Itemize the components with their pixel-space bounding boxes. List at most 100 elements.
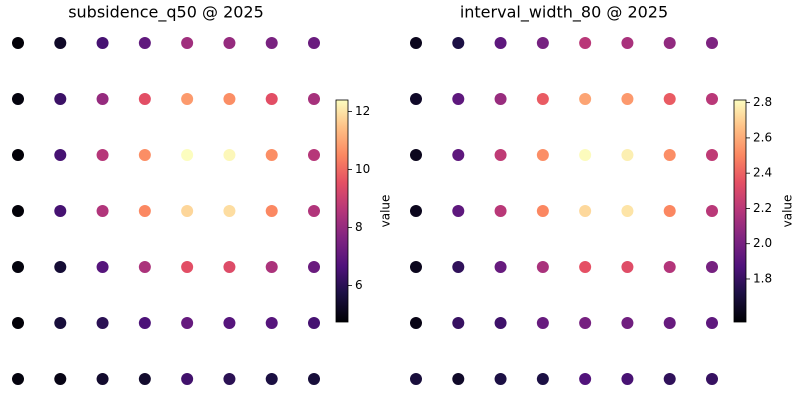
point (96, 149, 109, 161)
point (410, 37, 422, 49)
point (536, 373, 549, 385)
point (706, 373, 718, 385)
colorbar-tick-label: 2.0 (753, 236, 772, 250)
point (410, 317, 422, 329)
point (138, 93, 151, 105)
point (663, 149, 676, 161)
point (621, 373, 634, 385)
point (223, 93, 236, 105)
point (410, 261, 422, 273)
colorbar-label: value (781, 195, 795, 228)
point (452, 317, 465, 329)
point (536, 261, 549, 273)
point (536, 37, 549, 49)
point (579, 93, 592, 105)
point (621, 205, 634, 217)
colorbar-tick-label: 8 (355, 220, 363, 234)
point (96, 37, 109, 49)
colorbar-tick-label: 2.2 (753, 201, 772, 215)
point (579, 317, 592, 329)
colorbar-tick-label: 1.8 (753, 271, 772, 285)
point (621, 317, 634, 329)
colorbar-label: value (379, 195, 393, 228)
colorbar-tick-label: 6 (355, 278, 363, 292)
point (54, 317, 67, 329)
point (54, 37, 67, 49)
point (265, 93, 278, 105)
point (706, 37, 718, 49)
point (410, 149, 422, 161)
point (223, 205, 236, 217)
point (621, 149, 634, 161)
point (181, 317, 194, 329)
point (96, 93, 109, 105)
colorbar-tick-label: 2.4 (753, 166, 772, 180)
point (494, 261, 507, 273)
point (265, 373, 278, 385)
point (138, 37, 151, 49)
point (96, 205, 109, 217)
point (706, 149, 718, 161)
colorbar-tick-label: 12 (355, 104, 370, 118)
point (706, 205, 718, 217)
point (452, 93, 465, 105)
point (138, 317, 151, 329)
point (223, 317, 236, 329)
point (663, 205, 676, 217)
point (265, 261, 278, 273)
point (579, 205, 592, 217)
point (265, 317, 278, 329)
point (536, 317, 549, 329)
point (452, 37, 465, 49)
point (663, 373, 676, 385)
point (663, 317, 676, 329)
point (223, 149, 236, 161)
point (621, 93, 634, 105)
point (663, 93, 676, 105)
point (265, 205, 278, 217)
point (706, 93, 718, 105)
point (12, 93, 24, 105)
point (12, 261, 24, 273)
point (181, 205, 194, 217)
point (12, 37, 24, 49)
point (494, 37, 507, 49)
point (308, 317, 320, 329)
point (494, 205, 507, 217)
point (138, 205, 151, 217)
chart-title: subsidence_q50 @ 2025 (68, 3, 264, 23)
point (54, 149, 67, 161)
point (494, 373, 507, 385)
point (181, 149, 194, 161)
colorbar (335, 99, 349, 323)
point (54, 261, 67, 273)
point (579, 37, 592, 49)
point (706, 317, 718, 329)
chart-title: interval_width_80 @ 2025 (460, 3, 668, 23)
point (536, 205, 549, 217)
point (12, 205, 24, 217)
point (452, 261, 465, 273)
point (223, 261, 236, 273)
point (96, 261, 109, 273)
point (12, 149, 24, 161)
point (308, 373, 320, 385)
point (138, 373, 151, 385)
colorbar-tick-label: 10 (355, 162, 370, 176)
point (452, 149, 465, 161)
point (223, 373, 236, 385)
point (579, 373, 592, 385)
point (308, 37, 320, 49)
point (181, 261, 194, 273)
point (663, 261, 676, 273)
point (308, 93, 320, 105)
point (96, 373, 109, 385)
point (579, 261, 592, 273)
point (265, 37, 278, 49)
point (12, 317, 24, 329)
point (621, 37, 634, 49)
point (410, 93, 422, 105)
point (410, 373, 422, 385)
colorbar-tick-label: 2.8 (753, 95, 772, 109)
point (494, 149, 507, 161)
